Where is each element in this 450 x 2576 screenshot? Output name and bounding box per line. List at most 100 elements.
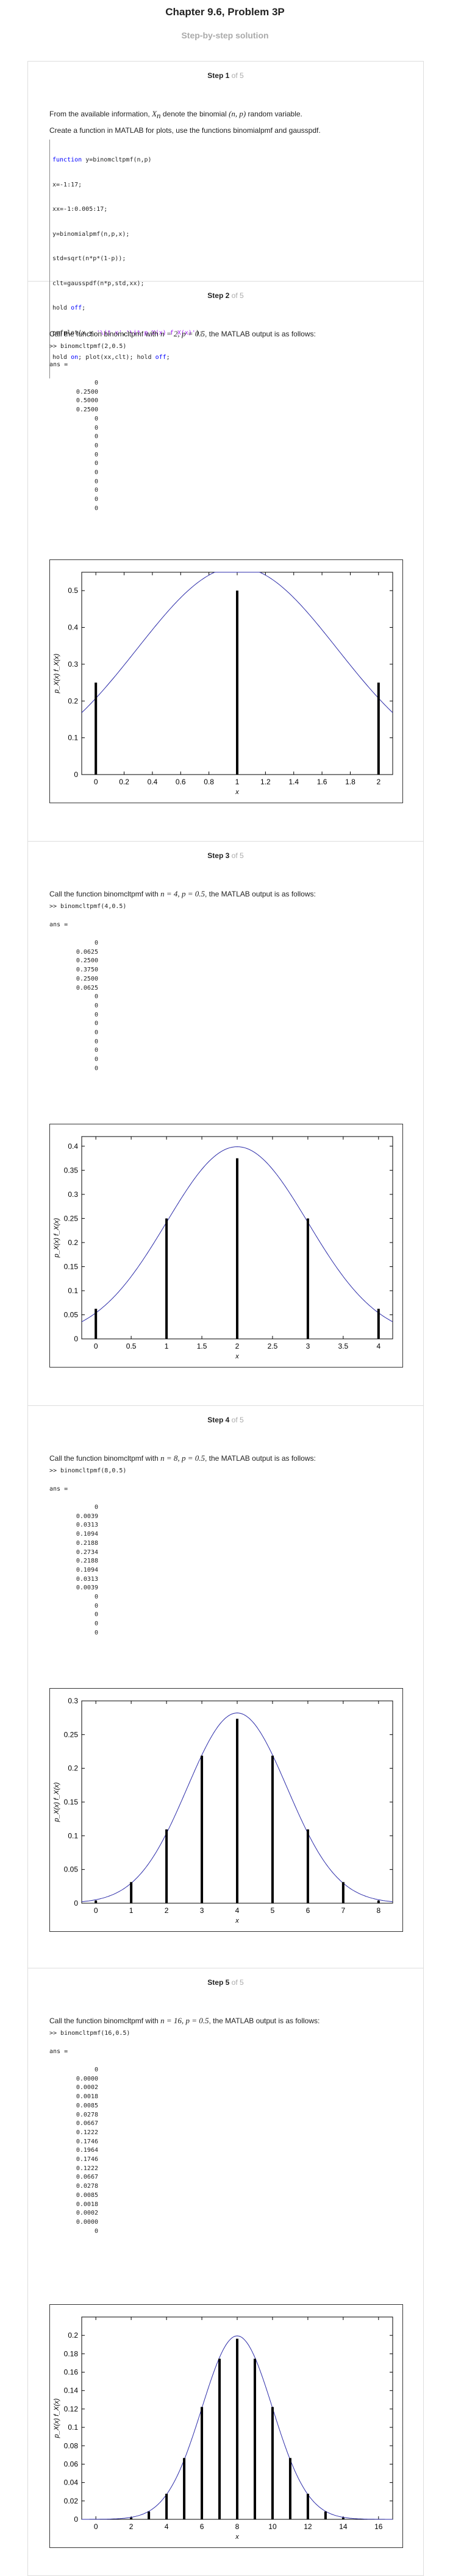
output-value: 0.2500 [76,406,98,414]
y-tick-label: 0.35 [64,1166,79,1174]
step-title: Step 1 of 5 [207,71,244,80]
step-2: Step 2 of 5 Call the function binomcltpm… [28,291,423,842]
output-value: 0.0000 [76,2075,98,2082]
output-value: 0 [94,380,98,386]
y-tick-label: 0.15 [64,1798,79,1806]
y-tick-label: 0.1 [68,1831,78,1840]
pmf-plot: 0 0.5 1 1.5 2 2.5 3 3.5 4 0 0.05 0.1 0.15 0.2 0.25 0.3 0… [49,1124,403,1368]
y-tick-label: 0.4 [68,1142,78,1151]
x-tick-label: 6 [200,2522,204,2531]
y-tick-label: 0 [74,1335,78,1343]
x-tick-label: 8 [235,2522,240,2531]
x-tick-label: 0 [94,2522,98,2531]
step-3: Step 3 of 5 Call the function binomcltpm… [28,851,423,1406]
output-value: 0 [94,1056,98,1063]
chart-svg: 0 2 4 6 8 10 12 14 16 0 0.02 0.04 0.06 0.08 0.1 0.12 0.1… [53,2316,393,2541]
output-value: 0 [94,1020,98,1027]
output-value: 0 [94,1047,98,1054]
output-value: 0 [94,469,98,477]
gaussian-curve [81,572,393,713]
x-tick-label: 0.4 [148,778,158,786]
y-tick-label: 0.18 [64,2349,79,2358]
x-tick-label: 1.6 [317,778,327,786]
output-value: 0.0278 [76,2111,98,2118]
y-tick-label: 0.3 [68,660,78,669]
output-value: 0.0002 [76,2210,98,2217]
output-value: 0 [94,1629,98,1636]
output-value: 0.1094 [76,1566,98,1574]
y-tick-label: 0.05 [64,1865,79,1874]
x-tick-label: 10 [268,2522,277,2531]
y-tick-label: 0 [74,770,78,779]
output-value: 0 [94,940,98,946]
output-value: 0.1746 [76,2156,98,2163]
output-value: 0 [94,1611,98,1619]
output-value: 0 [94,1620,98,1628]
output-values: 0 0.0000 0.0002 0.0018 0.0085 0.0278 0.0667 0.1… [71,2066,98,2236]
matlab-ans: ans = [49,1486,68,1492]
pmf-plot: 0 1 2 3 4 5 6 7 8 0 0.05 0.1 0.15 0.2 0.25 0.3 x p_X(x) f… [49,1688,403,1932]
code-line: hold on; plot(xx,clt); hold off; [52,354,170,361]
x-tick-label: 8 [376,1906,380,1915]
step-title: Step 2 of 5 [207,291,244,300]
output-value: 0.1964 [76,2147,98,2154]
code-line: x=-1:17; [52,181,82,188]
page-subtitle: Step-by-step solution [181,30,269,40]
output-value: 0.2188 [76,1558,98,1565]
output-value: 0 [94,496,98,503]
chart-svg: 0 1 2 3 4 5 6 7 8 0 0.05 0.1 0.15 0.2 0.25 0.3 x p_X(x) f… [53,1697,393,1925]
chart-svg: 0 0.5 1 1.5 2 2.5 3 3.5 4 0 0.05 0.1 0.15 0.2 0.25 0.3 0… [53,1136,393,1360]
y-tick-label: 0.04 [64,2478,79,2487]
x-tick-label: 6 [306,1906,310,1915]
output-value: 0 [94,1602,98,1609]
x-tick-label: 1.4 [288,778,299,786]
x-tick-label: 1.2 [260,778,271,786]
output-value: 0 [94,442,98,449]
y-tick-label: 0.3 [68,1697,78,1705]
output-value: 0 [94,1065,98,1072]
y-axis-label: p_X(x) f_X(x) [53,1782,60,1822]
x-tick-label: 3.5 [338,1342,349,1350]
code-line: function y=binomcltpmf(n,p) [52,157,152,163]
x-tick-label: 0 [94,1342,98,1350]
output-value: 0.0018 [76,2093,98,2101]
step-text: Call the function binomcltpmf with n = 1… [49,2016,320,2025]
y-axis-label: p_X(x) f_X(x) [53,1218,60,1258]
x-axis-label: x [235,789,239,796]
matlab-command: >> binomcltpmf(16,0.5) [49,2030,130,2037]
x-tick-label: 3 [200,1906,204,1915]
output-value: 0 [94,1038,98,1045]
code-line: xx=-1:0.005:17; [52,206,108,213]
output-value: 0.3750 [76,967,98,974]
code-line: pmfplot(x,y,'\it x','\it p_X(x) f_X(x)')… [52,329,203,336]
x-tick-label: 3 [306,1342,310,1350]
y-tick-label: 0.5 [68,586,78,595]
y-tick-label: 0.1 [68,2423,78,2432]
y-tick-label: 0.2 [68,2331,78,2340]
matlab-ans: ans = [49,361,68,368]
x-tick-label: 0 [94,778,98,786]
x-tick-label: 5 [271,1906,275,1915]
code-line: std=sqrt(n*p*(1-p)); [52,255,126,262]
output-value: 0.1222 [76,2129,98,2136]
output-value: 0.2500 [76,388,98,396]
y-axis-label: p_X(x) f_X(x) [53,653,60,694]
pmf-plot: 0 0.2 0.4 0.6 0.8 1 1.2 1.4 1.6 1.8 2 0 0.1 0.2 0.3 0.4… [49,559,403,803]
output-value: 0 [94,2227,98,2235]
matlab-command: >> binomcltpmf(4,0.5) [49,903,127,910]
output-value: 0.0002 [76,2084,98,2092]
code-line: hold off; [52,305,86,311]
y-tick-label: 0.15 [64,1262,79,1271]
x-axis-label: x [235,1917,239,1925]
output-value: 0 [94,993,98,1001]
y-tick-label: 0.06 [64,2460,79,2468]
output-value: 0 [94,451,98,458]
x-tick-label: 12 [304,2522,312,2531]
output-value: 0.0018 [76,2201,98,2208]
x-tick-label: 16 [374,2522,383,2531]
x-tick-label: 2 [129,2522,134,2531]
output-value: 0 [94,478,98,485]
step-title: Step 3 of 5 [207,851,244,860]
y-tick-label: 0.16 [64,2368,79,2377]
y-tick-label: 0 [74,2515,78,2524]
